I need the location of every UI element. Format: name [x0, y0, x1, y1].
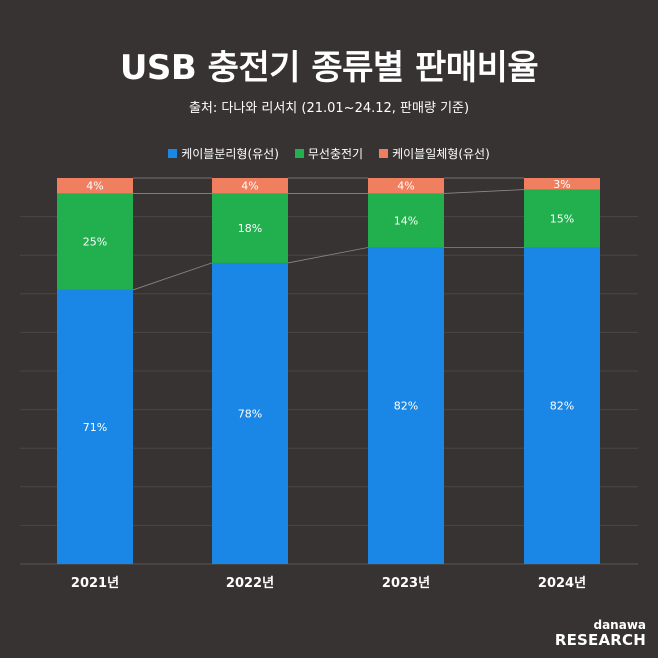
data-label: 14% — [394, 214, 418, 227]
bar-segment-1 — [57, 289, 133, 564]
bar-segment-3 — [57, 178, 133, 194]
legend-item-cable-integrated: 케이블일체형(유선) — [379, 145, 490, 162]
chart-title: USB 충전기 종류별 판매비율 — [119, 48, 539, 88]
legend-swatch-cable-detachable — [168, 148, 178, 158]
bar-segment-3 — [524, 178, 600, 190]
bar-segment-2 — [212, 193, 288, 263]
data-label: 78% — [238, 407, 262, 420]
data-label: 71% — [83, 421, 107, 434]
brand-big-text: RESEARCH — [554, 631, 646, 649]
bar-segment-1 — [524, 247, 600, 565]
legend-item-cable-detachable: 케이블분리형(유선) — [168, 145, 279, 162]
x-tick-label: 2021년 — [71, 576, 119, 591]
legend-item-wireless: 무선충전기 — [294, 145, 364, 162]
bar-segment-2 — [57, 193, 133, 290]
data-label: 82% — [394, 400, 418, 413]
legend: 케이블분리형(유선) 무선충전기 케이블일체형(유선) — [0, 144, 658, 162]
bar-segment-3 — [368, 178, 444, 194]
data-label: 4% — [397, 180, 414, 193]
bar-segment-1 — [212, 262, 288, 564]
brand-small-text: danawa — [593, 618, 646, 632]
legend-label-cable-detachable: 케이블분리형(유선) — [181, 146, 279, 161]
legend-swatch-wireless — [294, 148, 304, 158]
bar-segment-2 — [524, 189, 600, 248]
x-tick-label: 2024년 — [538, 576, 586, 591]
legend-swatch-cable-integrated — [379, 148, 389, 158]
data-label: 18% — [238, 222, 262, 235]
danawa-research-logo: danawa RESEARCH — [555, 619, 646, 648]
x-tick-label: 2022년 — [226, 576, 274, 591]
data-label: 25% — [83, 236, 107, 249]
data-label: 82% — [550, 400, 574, 413]
connector-line — [443, 189, 525, 194]
bar-segment-3 — [212, 178, 288, 194]
bar-segment-2 — [368, 193, 444, 248]
legend-label-wireless: 무선충전기 — [307, 146, 364, 161]
x-tick-label: 2023년 — [382, 576, 430, 591]
chart-subtitle: 출처: 다나와 리서치 (21.01~24.12, 판매량 기준) — [188, 101, 470, 116]
data-label: 4% — [86, 180, 103, 193]
data-label: 3% — [553, 178, 570, 191]
connector-line — [132, 262, 213, 291]
bar-segment-1 — [368, 247, 444, 565]
connector-line — [287, 247, 369, 264]
legend-label-cable-integrated: 케이블일체형(유선) — [392, 146, 490, 161]
data-label: 15% — [550, 213, 574, 226]
data-label: 4% — [241, 180, 258, 193]
